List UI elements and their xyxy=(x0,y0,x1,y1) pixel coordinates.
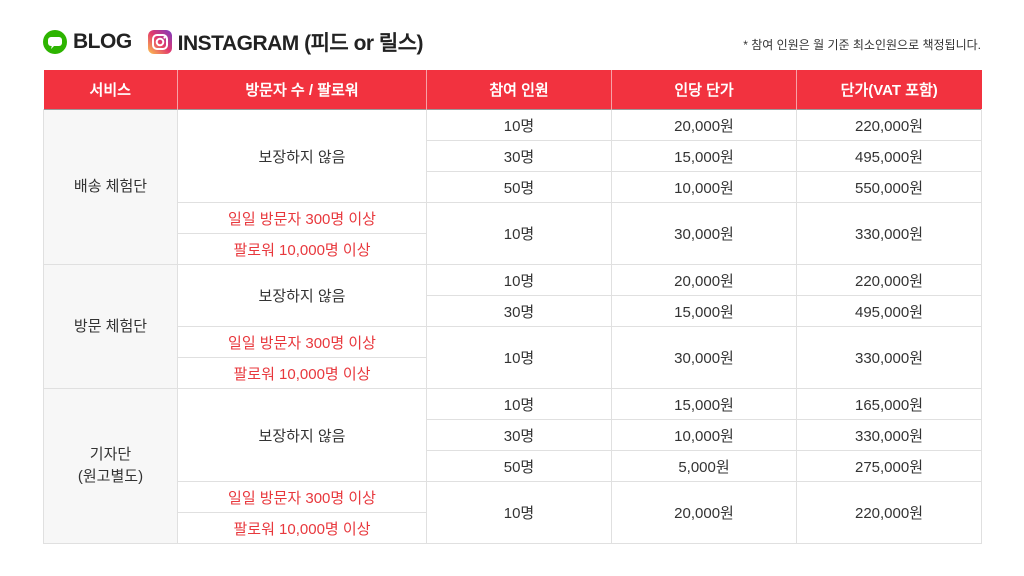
unit-price: 30,000원 xyxy=(611,326,797,389)
participants: 30명 xyxy=(426,295,612,327)
participants: 10명 xyxy=(426,326,612,389)
unit-price: 15,000원 xyxy=(611,388,797,420)
participants: 30명 xyxy=(426,419,612,451)
unit-price: 20,000원 xyxy=(611,481,797,544)
table-row: 50명 10,000원 550,000원 xyxy=(44,171,982,203)
unit-price: 20,000원 xyxy=(611,264,797,296)
table-row: 팔로워 10,000명 이상 xyxy=(44,512,982,544)
total-price: 220,000원 xyxy=(796,264,982,296)
unit-price: 30,000원 xyxy=(611,202,797,265)
blog-icon xyxy=(43,30,67,54)
table-row: 30명 10,000원 330,000원 xyxy=(44,419,982,451)
participants: 50명 xyxy=(426,171,612,203)
service-cell: 배송 체험단 xyxy=(43,109,178,265)
participants: 10명 xyxy=(426,481,612,544)
column-header: 방문자 수 / 팔로워 xyxy=(177,70,427,110)
blog-label: BLOG xyxy=(73,30,132,53)
total-price: 165,000원 xyxy=(796,388,982,420)
unit-price: 15,000원 xyxy=(611,295,797,327)
service-cell: 방문 체험단 xyxy=(43,264,178,389)
price-table: 서비스 방문자 수 / 팔로워 참여 인원 인당 단가 단가(VAT 포함) 배송 체험… xyxy=(43,70,982,544)
unit-price: 5,000원 xyxy=(611,450,797,482)
unit-price: 10,000원 xyxy=(611,171,797,203)
total-price: 275,000원 xyxy=(796,450,982,482)
table-row: 일일 방문자 300명 이상 10명 30,000원 330,000원 xyxy=(44,202,982,265)
total-price: 220,000원 xyxy=(796,109,982,141)
requirement-cell: 일일 방문자 300명 이상 xyxy=(177,326,427,358)
table-row: 배송 체험단 보장하지 않음 10명 20,000원 220,000원 xyxy=(43,109,982,265)
total-price: 220,000원 xyxy=(796,481,982,544)
requirement-cell: 일일 방문자 300명 이상 xyxy=(177,202,427,234)
table-row: 일일 방문자 300명 이상 10명 20,000원 220,000원 xyxy=(44,481,982,544)
total-price: 495,000원 xyxy=(796,295,982,327)
unit-price: 20,000원 xyxy=(611,109,797,141)
total-price: 330,000원 xyxy=(796,326,982,389)
unit-price: 15,000원 xyxy=(611,140,797,172)
participants: 50명 xyxy=(426,450,612,482)
requirement-cell: 팔로워 10,000명 이상 xyxy=(177,233,427,265)
total-price: 330,000원 xyxy=(796,202,982,265)
total-price: 495,000원 xyxy=(796,140,982,172)
table-row: 기자단 (원고별도) 보장하지 않음 10명 15,000원 165,000원 xyxy=(43,388,982,544)
header-row: 서비스 방문자 수 / 팔로워 참여 인원 인당 단가 단가(VAT 포함) xyxy=(43,70,982,110)
table-row: 30명 15,000원 495,000원 xyxy=(44,295,982,327)
participants: 10명 xyxy=(426,264,612,296)
requirement-cell: 보장하지 않음 xyxy=(177,388,427,482)
table-row: 일일 방문자 300명 이상 10명 30,000원 330,000원 xyxy=(44,326,982,389)
participants: 10명 xyxy=(426,109,612,141)
note: * 참여 인원은 월 기준 최소인원으로 책정됩니다. xyxy=(743,37,981,52)
column-header: 단가(VAT 포함) xyxy=(796,70,982,110)
column-header: 참여 인원 xyxy=(426,70,612,110)
unit-price: 10,000원 xyxy=(611,419,797,451)
total-price: 330,000원 xyxy=(796,419,982,451)
participants: 30명 xyxy=(426,140,612,172)
service-cell: 기자단 (원고별도) xyxy=(43,388,178,544)
instagram-icon xyxy=(147,30,172,54)
instagram-label: INSTAGRAM (피드 or 릴스) xyxy=(177,32,424,55)
requirement-cell: 보장하지 않음 xyxy=(177,264,427,327)
table-row: 방문 체험단 보장하지 않음 10명 20,000원 220,000원 xyxy=(43,264,982,389)
column-header: 인당 단가 xyxy=(611,70,797,110)
requirement-cell: 일일 방문자 300명 이상 xyxy=(177,481,427,513)
total-price: 550,000원 xyxy=(796,171,982,203)
requirement-cell: 보장하지 않음 xyxy=(177,109,427,203)
header: BLOG INSTAGRAM (피드 or 릴스) * 참여 인원은 월 기준 … xyxy=(43,28,981,56)
table-row: 50명 5,000원 275,000원 xyxy=(44,450,982,482)
participants: 10명 xyxy=(426,388,612,420)
table-row: 팔로워 10,000명 이상 xyxy=(44,357,982,389)
requirement-cell: 팔로워 10,000명 이상 xyxy=(177,512,427,544)
participants: 10명 xyxy=(426,202,612,265)
requirement-cell: 팔로워 10,000명 이상 xyxy=(177,357,427,389)
table-body: 배송 체험단 보장하지 않음 10명 20,000원 220,000원 30명 15,000… xyxy=(43,109,982,544)
column-header: 서비스 xyxy=(43,70,178,110)
